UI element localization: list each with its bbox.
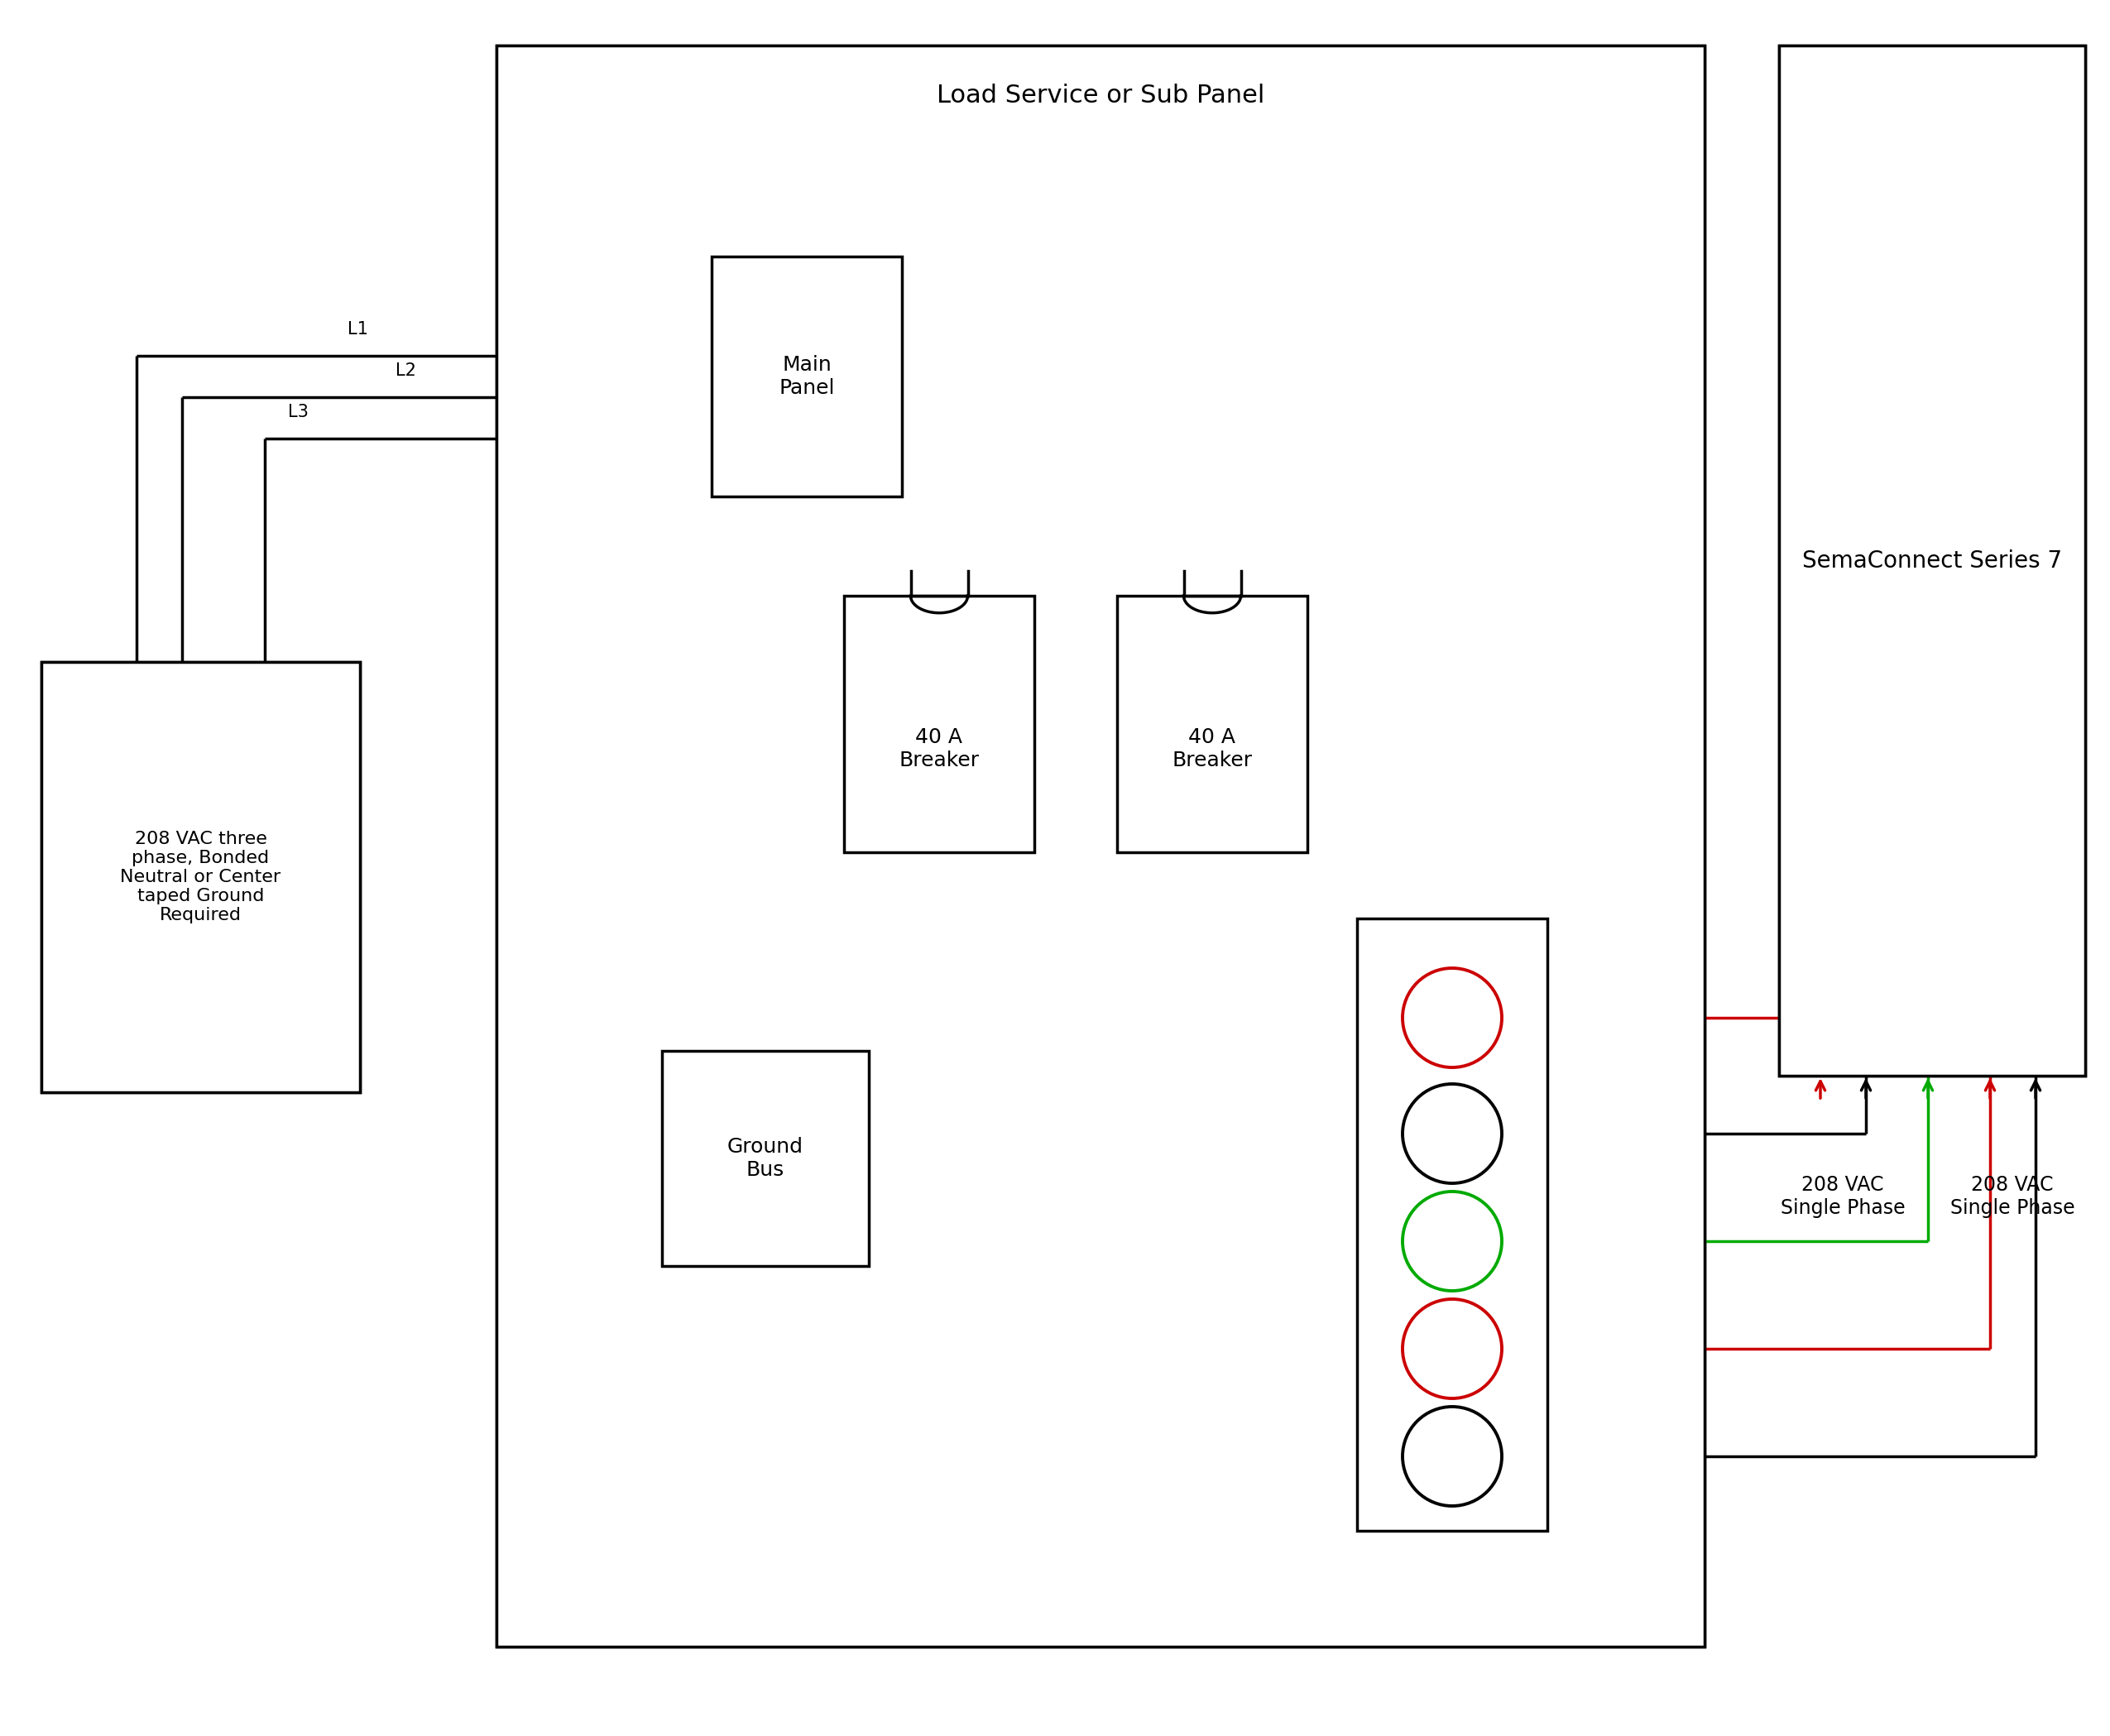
Bar: [663, 1050, 869, 1266]
Text: L2: L2: [395, 363, 416, 378]
Text: Main
Panel: Main Panel: [779, 356, 836, 398]
Text: L3: L3: [952, 411, 973, 429]
Text: L3: L3: [287, 404, 308, 420]
Text: Main
Panel: Main Panel: [779, 356, 836, 398]
Text: L2: L2: [958, 877, 979, 894]
Bar: [496, 45, 1705, 1647]
Bar: [844, 595, 1034, 852]
Bar: [1357, 918, 1547, 1531]
Text: SemaConnect Series 7: SemaConnect Series 7: [1802, 549, 2061, 573]
Text: 208 VAC three
phase, Bonded
Neutral or Center
taped Ground
Required: 208 VAC three phase, Bonded Neutral or C…: [120, 830, 281, 924]
Text: 208 VAC
Single Phase: 208 VAC Single Phase: [1950, 1175, 2074, 1219]
Text: L1: L1: [348, 321, 367, 337]
Text: Load Service or Sub Panel: Load Service or Sub Panel: [937, 83, 1264, 108]
Bar: [1116, 595, 1308, 852]
Bar: [711, 257, 901, 496]
Text: L2: L2: [924, 372, 945, 387]
Text: 40 A
Breaker: 40 A Breaker: [899, 727, 979, 771]
Bar: [844, 595, 1034, 852]
Bar: [496, 45, 1705, 1647]
Text: L3: L3: [901, 877, 920, 894]
Text: 40 A
Breaker: 40 A Breaker: [1171, 727, 1253, 771]
Text: 208 VAC three
phase, Bonded
Neutral or Center
taped Ground
Required: 208 VAC three phase, Bonded Neutral or C…: [120, 830, 281, 924]
Text: L3: L3: [1173, 877, 1194, 894]
Text: Right Side: Right Side: [1247, 1373, 1340, 1391]
Bar: [1779, 45, 2085, 1076]
Text: Ground
Bus: Ground Bus: [728, 1137, 804, 1180]
Text: 40 A
Breaker: 40 A Breaker: [1171, 727, 1253, 771]
Bar: [42, 661, 361, 1092]
Bar: [1357, 918, 1547, 1531]
Text: SemaConnect Series 7: SemaConnect Series 7: [1802, 549, 2061, 573]
Text: Load Service or Sub Panel: Load Service or Sub Panel: [937, 83, 1264, 108]
Text: 40 A
Breaker: 40 A Breaker: [899, 727, 979, 771]
Text: Left Side: Left Side: [1260, 1043, 1340, 1059]
Bar: [711, 257, 901, 496]
Bar: [663, 1050, 869, 1266]
Bar: [1779, 45, 2085, 1076]
Text: 208 VAC
Single Phase: 208 VAC Single Phase: [1781, 1175, 1905, 1219]
Text: Ground
Bus: Ground Bus: [728, 1137, 804, 1180]
Text: L1: L1: [1230, 877, 1251, 894]
Bar: [1116, 595, 1308, 852]
Bar: [42, 661, 361, 1092]
Text: Use wire nuts for joining wires: Use wire nuts for joining wires: [1395, 1597, 1673, 1613]
Text: L1: L1: [1053, 330, 1074, 345]
